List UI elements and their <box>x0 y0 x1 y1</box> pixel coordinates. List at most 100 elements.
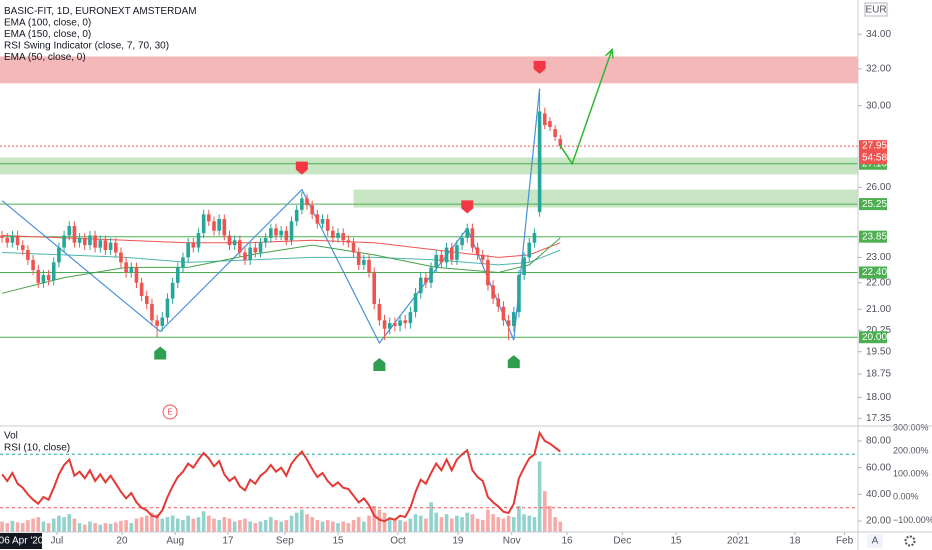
candle-body <box>506 320 511 326</box>
last-price-label: 27.95 <box>862 141 887 152</box>
volume-bar <box>424 518 428 532</box>
candle-body <box>455 245 459 260</box>
volume-axis-label: 200.00% <box>893 445 929 455</box>
candle-body <box>72 226 77 243</box>
volume-bar <box>150 512 154 532</box>
candle-body <box>31 259 35 270</box>
volume-bar <box>160 518 165 532</box>
candle-body <box>139 282 144 296</box>
volume-bar <box>341 521 345 532</box>
volume-bar <box>542 491 547 532</box>
volume-axis-label: 100.00% <box>893 469 929 479</box>
candle-body <box>393 323 397 326</box>
candle-body <box>5 237 10 243</box>
candle-body <box>181 257 185 268</box>
candle-body <box>124 262 128 273</box>
volume-bar <box>449 518 454 532</box>
volume-legend: Vol <box>4 431 18 442</box>
x-tick-label: 2021 <box>727 536 750 547</box>
volume-bar <box>155 514 159 532</box>
volume-bar <box>320 521 325 532</box>
volume-bar <box>294 512 299 532</box>
candle-body <box>387 323 392 329</box>
volume-bar <box>98 524 103 532</box>
projection-line <box>559 49 613 166</box>
candle-body <box>20 245 25 251</box>
swing-high-marker <box>295 161 308 175</box>
chart-title: BASIC-FIT, 1D, EURONEXT AMSTERDAM <box>4 6 197 17</box>
y-tick-label: 18.00 <box>866 392 891 403</box>
volume-bar <box>113 522 118 532</box>
candle-body <box>217 219 221 231</box>
volume-bar <box>351 520 356 532</box>
candle-body <box>325 219 330 231</box>
volume-bar <box>51 518 56 532</box>
x-tick-label: Feb <box>836 536 854 547</box>
volume-bar <box>253 523 258 532</box>
candle-body <box>346 240 351 243</box>
volume-bar <box>93 523 97 532</box>
y-tick-label: 23.00 <box>866 252 891 263</box>
y-tick-label: 19.50 <box>866 346 891 357</box>
volume-bar <box>217 520 221 532</box>
candle-body <box>480 254 485 260</box>
candle-body <box>82 237 87 246</box>
candle-body <box>144 295 149 304</box>
settings-icon[interactable] <box>904 535 916 547</box>
candle-body <box>449 247 454 260</box>
swing-high-marker <box>533 60 546 74</box>
currency-box[interactable] <box>864 2 888 17</box>
candle-body <box>36 269 41 283</box>
candle-body <box>527 242 532 258</box>
volume-bar <box>398 520 402 532</box>
volume-bar <box>191 518 196 532</box>
currency: EUR <box>865 5 886 16</box>
candle-body <box>243 252 247 260</box>
swing-low-marker <box>373 357 386 371</box>
level-label-box <box>859 198 887 211</box>
volume-bar <box>269 517 273 532</box>
candle-body <box>150 303 154 321</box>
level-label: 25.25 <box>862 199 887 210</box>
volume-bar <box>176 518 180 532</box>
volume-bar <box>15 522 20 532</box>
candle-body <box>403 320 408 324</box>
volume-bar <box>170 515 175 532</box>
candle-body <box>253 247 258 253</box>
candle-body <box>522 257 526 276</box>
autoscale-button[interactable] <box>867 534 883 548</box>
candle-body <box>356 252 361 265</box>
rsi-tick-label: 80.00 <box>866 436 891 447</box>
candle-body <box>196 233 201 248</box>
candle-body <box>548 121 552 128</box>
volume-bar <box>165 517 170 532</box>
candle-body <box>315 214 320 224</box>
zigzag-line <box>1 88 541 345</box>
candle-body <box>279 230 283 236</box>
candle-body <box>170 282 175 299</box>
candle-body <box>553 129 557 137</box>
projection-arrowhead <box>605 47 614 59</box>
candle-body <box>26 250 30 260</box>
volume-bar <box>201 511 206 532</box>
candle-body <box>10 235 15 243</box>
volume-bar <box>263 520 268 532</box>
candle-body <box>155 320 159 326</box>
candle-body <box>305 198 309 206</box>
x-tick-label: Dec <box>613 536 631 547</box>
volume-bar <box>413 514 418 532</box>
legend-entry: EMA (100, close, 0) <box>4 18 91 29</box>
zone <box>0 157 858 175</box>
volume-bar <box>558 521 563 532</box>
candle-body <box>367 259 371 273</box>
y-tick-label: 21.00 <box>866 304 891 315</box>
candle-body <box>408 312 413 324</box>
candle-body <box>119 252 123 263</box>
volume-bar <box>300 509 304 532</box>
x-tick-label: 15 <box>671 536 683 547</box>
swing-high-marker <box>461 200 474 214</box>
volume-bar <box>144 515 149 532</box>
plot-layer: 34.00 32.00 30.00 26.00 23.00 22.00 21.00 20.25… <box>0 6 932 547</box>
candle-body <box>501 306 506 321</box>
volume-bar <box>57 515 61 532</box>
